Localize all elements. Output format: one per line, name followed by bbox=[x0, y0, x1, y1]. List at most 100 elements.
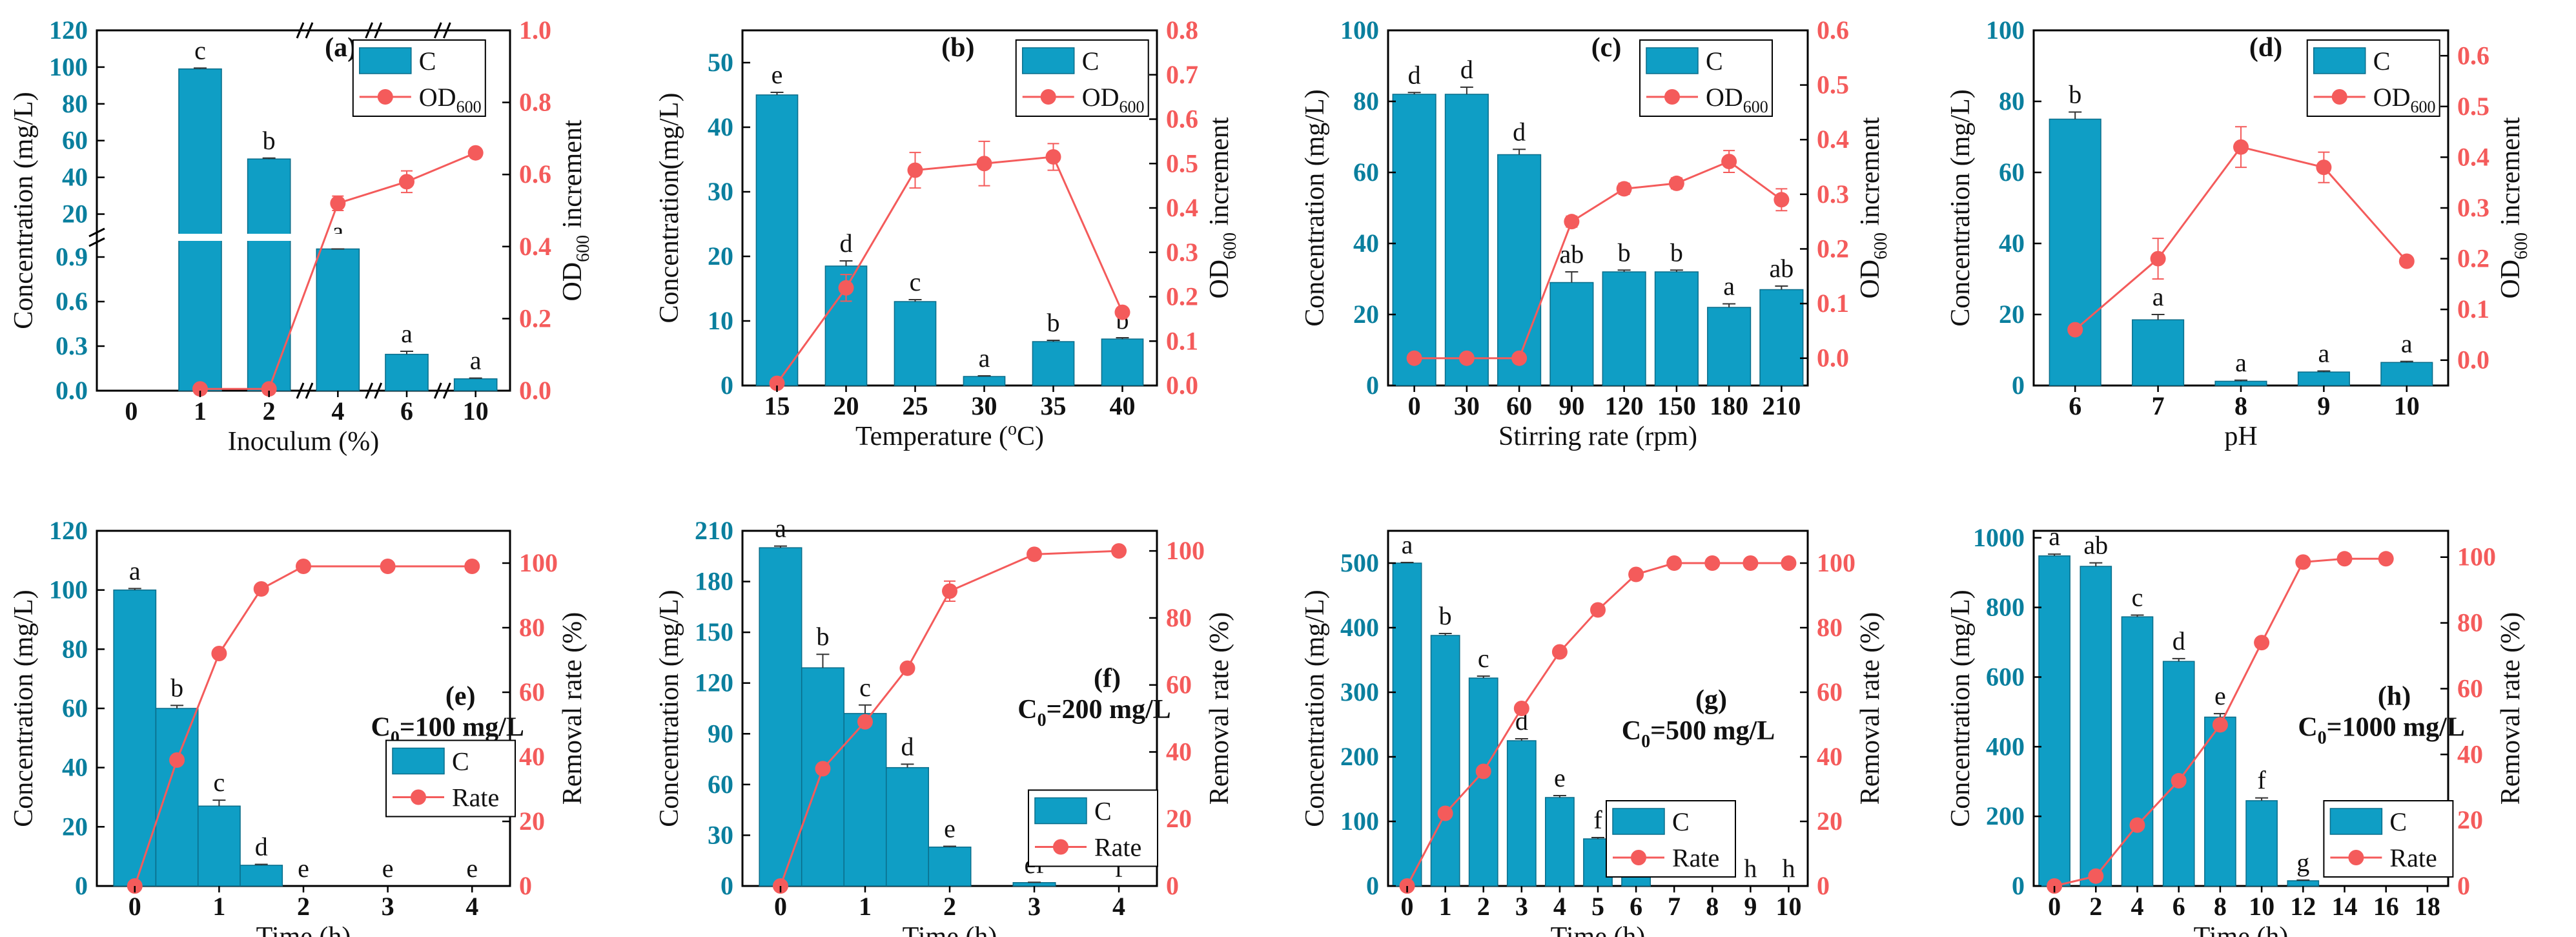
significance-letter: c bbox=[214, 768, 225, 797]
x-axis-title: Time (h) bbox=[2194, 922, 2289, 937]
bar bbox=[2245, 800, 2278, 887]
panel-label: (d) bbox=[2249, 33, 2282, 63]
line-point bbox=[1668, 175, 1684, 191]
x-tick-label: 30 bbox=[972, 391, 997, 420]
y2-tick-label: 0.0 bbox=[519, 376, 551, 405]
y-axis-title: Concentration(mg/L) bbox=[655, 93, 684, 324]
x-tick-label: 18 bbox=[2415, 892, 2440, 921]
y2-tick-label: 0.5 bbox=[1817, 70, 1849, 99]
x-axis-break-mark bbox=[374, 382, 383, 399]
bar bbox=[928, 847, 972, 887]
y-tick-label: 1000 bbox=[1973, 523, 2025, 552]
x-tick-label: 3 bbox=[1028, 892, 1041, 921]
x-tick-label: 150 bbox=[1657, 391, 1696, 420]
x-axis-title-text: Time (h) bbox=[903, 922, 997, 937]
significance-letter: a bbox=[2049, 522, 2060, 551]
y2-tick-label: 0.3 bbox=[1166, 238, 1198, 267]
line-point bbox=[1743, 555, 1759, 571]
y2-tick-label: 0.2 bbox=[1166, 282, 1198, 311]
line-point bbox=[399, 174, 414, 190]
significance-letter: d bbox=[840, 229, 853, 258]
bar bbox=[1654, 271, 1699, 386]
legend-bar-swatch bbox=[1034, 797, 1087, 825]
line-point bbox=[2067, 322, 2083, 338]
y-tick-label: 0 bbox=[721, 871, 733, 900]
y-tick-label: 60 bbox=[62, 694, 88, 723]
y2-tick-label: 40 bbox=[2457, 739, 2483, 768]
y-tick-label: 60 bbox=[1353, 158, 1379, 187]
legend-bar-label: C bbox=[1706, 46, 1723, 76]
x-tick-label: 25 bbox=[903, 391, 928, 420]
legend-line-marker bbox=[2331, 89, 2347, 105]
x-tick-label: 0 bbox=[774, 892, 787, 921]
significance-letter: d bbox=[1513, 117, 1526, 146]
y2-axis-title: OD600 increment bbox=[2496, 117, 2531, 298]
x-axis-break-mark bbox=[442, 382, 451, 399]
y2-tick-label: 80 bbox=[1166, 603, 1192, 632]
x-axis-break-mark bbox=[442, 22, 451, 39]
x-tick-label: 6 bbox=[2172, 892, 2185, 921]
y2-axis-title-text: OD bbox=[558, 262, 588, 302]
panel-e: a b c d e e e 0 20 40 60 80 100 120 0 20 40 60 80 100 0 1 2 3 4 T… bbox=[9, 516, 588, 937]
y-tick-label: 100 bbox=[49, 575, 88, 604]
y2-tick-label: 0.4 bbox=[1166, 193, 1198, 222]
y2-axis-title: Removal rate (%) bbox=[558, 612, 588, 805]
bar bbox=[755, 94, 799, 386]
bar bbox=[453, 378, 498, 391]
x-tick-label: 3 bbox=[1515, 892, 1528, 921]
y-tick-label: 60 bbox=[62, 126, 88, 155]
y2-axis-title-sub: 600 bbox=[1220, 232, 1240, 260]
x-tick-label: 4 bbox=[1112, 892, 1125, 921]
y-tick-label: 0 bbox=[2012, 871, 2025, 900]
annotation-text: C bbox=[1017, 695, 1037, 725]
x-tick-label: 20 bbox=[833, 391, 859, 420]
plot-frame bbox=[2032, 530, 2449, 887]
legend-line-text: Rate bbox=[2389, 843, 2437, 872]
line-point bbox=[1513, 701, 1529, 716]
annotation-text: C bbox=[371, 713, 390, 743]
y-tick-label: 20 bbox=[1999, 300, 2025, 329]
x-tick-label: 8 bbox=[2234, 391, 2247, 420]
significance-letter: g bbox=[2296, 848, 2309, 877]
y2-tick-label: 0.2 bbox=[519, 304, 551, 333]
y-tick-label: 0 bbox=[1366, 371, 1379, 400]
y-tick-label: 40 bbox=[708, 112, 733, 141]
bar bbox=[2214, 380, 2267, 386]
y2-tick-label: 0.1 bbox=[1166, 326, 1198, 355]
bar bbox=[759, 547, 802, 887]
bar bbox=[843, 713, 887, 887]
significance-letter: e bbox=[1554, 763, 1566, 792]
legend-bar-label: C bbox=[2373, 46, 2391, 76]
line-point bbox=[1781, 555, 1797, 571]
y2-tick-label: 0.6 bbox=[2457, 41, 2489, 70]
x-axis-title-text: Temperature ( bbox=[855, 422, 1008, 451]
y2-axis-title-tail: increment bbox=[2496, 117, 2526, 232]
bar bbox=[1707, 307, 1752, 386]
y-tick-label: 500 bbox=[1340, 548, 1379, 577]
significance-letter: e bbox=[772, 60, 783, 89]
y-axis-break-mark bbox=[88, 237, 105, 247]
concentration-annotation: C0=1000 mg/L bbox=[2298, 713, 2464, 748]
line-point bbox=[1027, 546, 1043, 562]
line-point bbox=[169, 752, 185, 768]
x-axis-title: Temperature (oC) bbox=[855, 419, 1044, 451]
significance-letter: a bbox=[979, 344, 990, 373]
y2-tick-label: 0 bbox=[2457, 871, 2470, 900]
line-point bbox=[1590, 602, 1606, 618]
panel-label: (e) bbox=[445, 682, 476, 712]
y-tick-label: 0.3 bbox=[56, 331, 88, 360]
annotation-tail: =1000 mg/L bbox=[2327, 713, 2465, 743]
y2-tick-label: 0.6 bbox=[1166, 105, 1198, 134]
line-point bbox=[2316, 160, 2332, 176]
line-point bbox=[1045, 149, 1061, 165]
x-tick-label: 0 bbox=[125, 396, 138, 426]
x-tick-label: 5 bbox=[1591, 892, 1604, 921]
x-tick-label: 40 bbox=[1110, 391, 1136, 420]
line-point bbox=[2088, 868, 2104, 884]
x-axis-break-mark bbox=[433, 22, 442, 39]
legend-line-label: Rate bbox=[2389, 843, 2437, 872]
y-tick-label: 600 bbox=[1986, 662, 2025, 691]
annotation-text: C bbox=[1622, 716, 1641, 746]
y-tick-label: 200 bbox=[1986, 801, 2025, 830]
